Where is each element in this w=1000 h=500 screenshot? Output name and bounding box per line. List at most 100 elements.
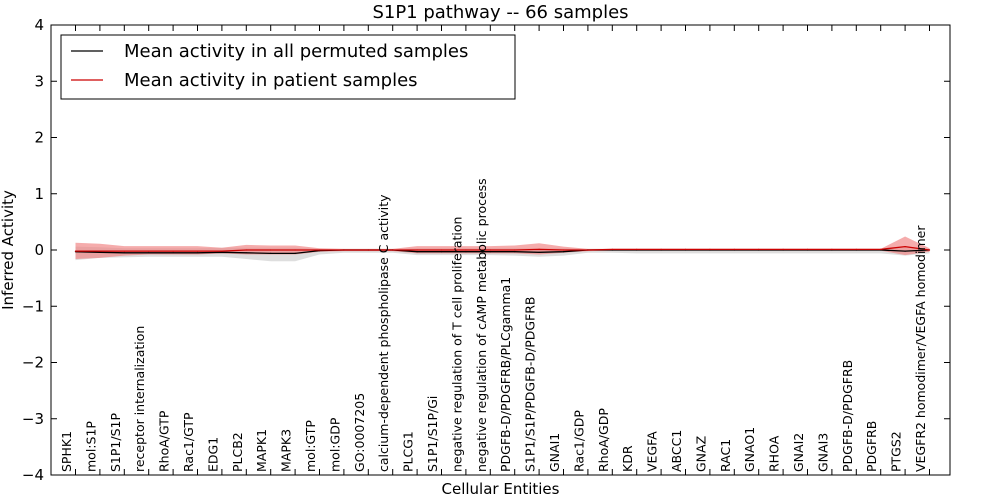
category-label: Rac1/GTP <box>181 412 196 472</box>
category-label: MAPK3 <box>279 429 294 472</box>
category-label: RhoA/GTP <box>157 410 172 472</box>
category-label: calcium-dependent phospholipase C activi… <box>376 194 391 472</box>
point-series-0-19 <box>538 251 540 253</box>
point-series-1-8 <box>270 249 272 251</box>
category-label: KDR <box>620 445 635 472</box>
category-label: ABCC1 <box>669 430 684 472</box>
point-series-1-16 <box>465 249 467 251</box>
point-series-1-19 <box>538 248 540 250</box>
category-label: negative regulation of T cell proliferat… <box>449 217 464 472</box>
category-label: PLCG1 <box>401 431 416 472</box>
category-label: PTGS2 <box>889 431 904 472</box>
category-label: GNAO1 <box>742 427 757 472</box>
y-axis: −4 −3 −2 −1 0 1 2 3 4 <box>22 16 950 484</box>
point-series-1-3 <box>148 250 150 252</box>
point-series-1-20 <box>562 249 565 251</box>
point-series-1-26 <box>709 248 711 250</box>
category-label: GO:0007205 <box>352 393 367 472</box>
point-series-1-14 <box>416 249 418 251</box>
category-label: GNAI3 <box>815 433 830 472</box>
point-series-0-2 <box>123 252 125 254</box>
y-tick-label: 2 <box>34 129 44 147</box>
point-series-1-17 <box>489 249 491 251</box>
category-labels: SPHK1 mol:S1P S1P1/S1P receptor internaliza… <box>59 178 928 472</box>
point-series-1-24 <box>660 248 662 250</box>
point-series-0-8 <box>270 252 272 254</box>
point-series-1-4 <box>172 250 174 252</box>
category-label: SPHK1 <box>59 431 74 472</box>
point-series-1-25 <box>684 248 687 250</box>
y-axis-label: Inferred Activity <box>0 190 17 310</box>
point-series-0-34 <box>904 250 906 252</box>
y-tick-label: −2 <box>22 354 44 372</box>
point-series-1-32 <box>855 248 857 250</box>
y-tick-label: −4 <box>22 466 44 484</box>
category-label: receptor internalization <box>132 326 147 472</box>
legend: Mean activity in all permuted samples Me… <box>60 34 516 100</box>
category-label: mol:S1P <box>83 421 98 472</box>
point-series-1-27 <box>733 248 735 250</box>
category-label: PLCB2 <box>230 432 245 472</box>
legend-label-patient: Mean activity in patient samples <box>124 70 418 91</box>
point-series-0-3 <box>148 252 150 254</box>
point-series-0-9 <box>294 252 296 254</box>
category-label: PDGFRB <box>864 421 879 472</box>
category-label: VEGFA <box>645 431 660 472</box>
category-label: S1P1/S1P <box>108 413 123 472</box>
point-series-0-17 <box>489 251 491 253</box>
point-series-1-0 <box>74 250 77 252</box>
point-series-0-20 <box>562 251 565 253</box>
point-series-1-23 <box>636 248 638 250</box>
x-axis <box>75 25 930 475</box>
category-label: GNAZ <box>693 436 708 472</box>
point-series-1-6 <box>221 250 223 252</box>
point-series-1-30 <box>806 248 809 250</box>
point-series-1-15 <box>440 249 443 251</box>
y-tick-label: 1 <box>34 185 44 203</box>
point-series-1-18 <box>514 249 516 251</box>
category-label: GNAI1 <box>547 433 562 472</box>
series-lines <box>74 245 931 255</box>
category-label: MAPK1 <box>254 429 269 472</box>
point-series-0-18 <box>514 251 516 253</box>
y-tick-label: 0 <box>34 241 44 259</box>
point-series-1-33 <box>880 248 882 250</box>
point-series-1-1 <box>99 250 101 252</box>
point-series-1-9 <box>294 249 296 251</box>
point-series-1-28 <box>758 248 760 250</box>
point-series-0-7 <box>245 252 247 254</box>
x-axis-label: Cellular Entities <box>442 480 560 498</box>
legend-frame <box>60 34 516 100</box>
category-label: GNAI2 <box>791 433 806 472</box>
category-label: PDGFB-D/PDGFRB <box>840 360 855 472</box>
point-series-1-11 <box>343 249 345 251</box>
legend-label-permuted: Mean activity in all permuted samples <box>124 41 468 62</box>
point-series-1-21 <box>587 249 589 251</box>
category-label: negative regulation of cAMP metabolic pr… <box>474 178 489 472</box>
point-series-0-5 <box>196 252 199 254</box>
category-label: RhoA/GDP <box>596 408 611 472</box>
chart-title: S1P1 pathway -- 66 samples <box>372 2 628 23</box>
y-tick-label: −3 <box>22 410 44 428</box>
category-label: S1P1/S1P/Gi <box>425 396 440 472</box>
point-series-0-15 <box>440 251 443 253</box>
point-series-0-6 <box>221 251 223 253</box>
category-label: PDGFB-D/PDGFRB/PLCgamma1 <box>498 277 513 472</box>
category-label: S1P1/S1P/PDGFB-D/PDGFRB <box>523 297 538 473</box>
y-tick-label: 4 <box>34 16 44 34</box>
point-series-0-16 <box>465 251 467 253</box>
category-label: Rac1/GDP <box>571 410 586 472</box>
point-series-1-7 <box>245 249 247 251</box>
category-label: VEGFR2 homodimer/VEGFA homodimer <box>913 225 928 472</box>
point-series-0-4 <box>172 252 174 254</box>
point-series-1-29 <box>782 248 784 250</box>
point-series-1-12 <box>367 249 369 251</box>
point-series-1-22 <box>611 248 613 250</box>
y-tick-label: 3 <box>34 72 44 90</box>
point-series-1-5 <box>196 250 199 252</box>
category-label: mol:GTP <box>303 420 318 472</box>
point-series-1-13 <box>392 249 394 251</box>
point-series-0-14 <box>416 251 418 253</box>
y-tick-label: −1 <box>22 297 44 315</box>
